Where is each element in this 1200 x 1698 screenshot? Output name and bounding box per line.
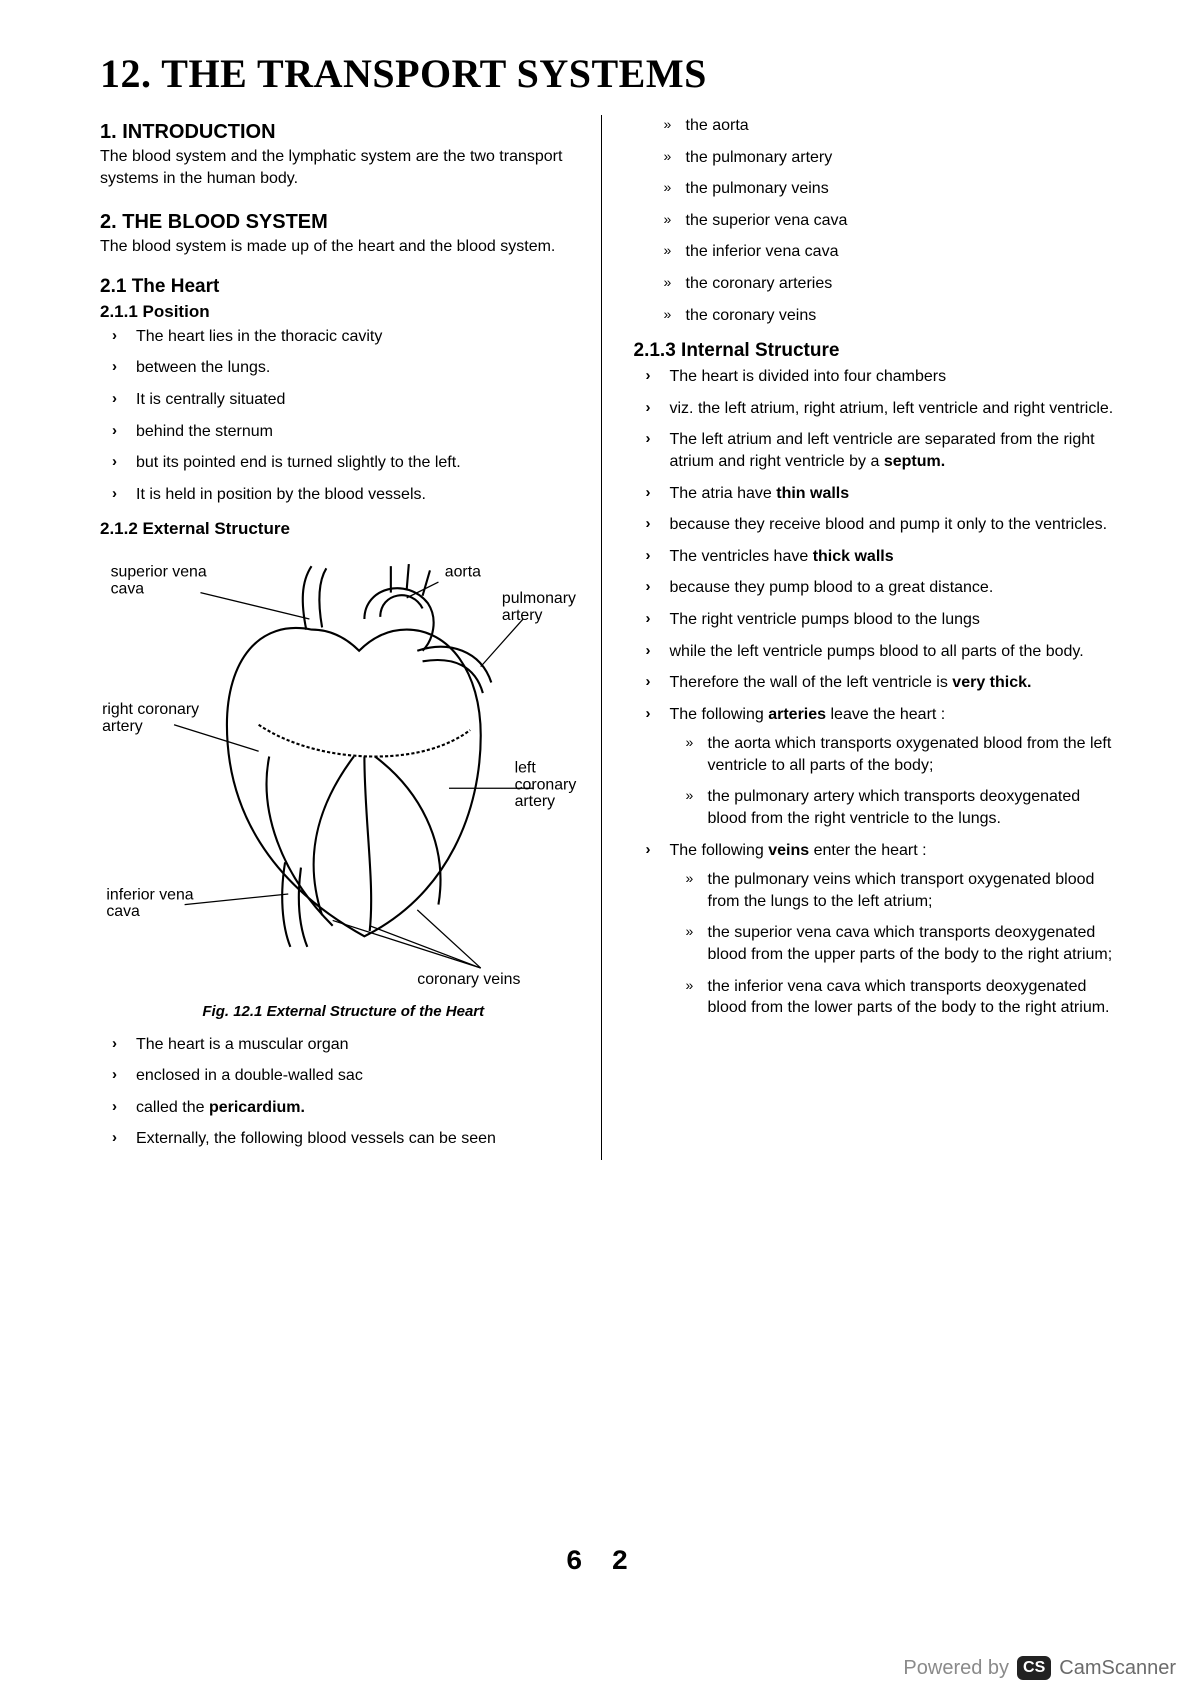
position-list: The heart lies in the thoracic cavity bet… [100, 326, 587, 506]
list-item: the coronary veins [674, 305, 1121, 327]
heading-external-structure: 2.1.2 External Structure [100, 519, 587, 539]
list-item: The following arteries leave the heart :… [656, 704, 1121, 830]
camscanner-watermark: Powered by CS CamScanner [903, 1656, 1176, 1680]
label-pa: pulmonaryartery [502, 591, 576, 625]
watermark-badge: CS [1017, 1656, 1051, 1680]
list-item: the superior vena cava [674, 210, 1121, 232]
heading-position: 2.1.1 Position [100, 302, 587, 322]
heart-svg: superior venacava aorta pulmonaryartery … [100, 545, 587, 989]
heading-blood-system: 2. THE BLOOD SYSTEM [100, 211, 587, 234]
list-item: The right ventricle pumps blood to the l… [656, 609, 1121, 631]
sub-list-item: the pulmonary veins which transport oxyg… [696, 869, 1121, 912]
label-svc: superior venacava [111, 564, 207, 598]
sub-list: the pulmonary veins which transport oxyg… [670, 869, 1121, 1019]
sub-list-item: the superior vena cava which transports … [696, 922, 1121, 965]
list-item: The atria have thin walls [656, 483, 1121, 505]
list-item: between the lungs. [122, 357, 587, 379]
vessels-list: the aorta the pulmonary artery the pulmona… [634, 115, 1121, 326]
list-item: The heart is divided into four chambers [656, 366, 1121, 388]
label-cv: coronary veins [417, 971, 520, 988]
intro-paragraph: The blood system and the lymphatic syste… [100, 146, 587, 189]
list-item: The heart is a muscular organ [122, 1034, 587, 1056]
label-rca: right coronaryartery [102, 702, 199, 736]
heading-heart: 2.1 The Heart [100, 276, 587, 298]
sub-list-item: the inferior vena cava which transports … [696, 976, 1121, 1019]
list-item: behind the sternum [122, 421, 587, 443]
heading-internal-structure: 2.1.3 Internal Structure [634, 340, 1121, 362]
list-item: the pulmonary veins [674, 178, 1121, 200]
label-aorta: aorta [445, 564, 481, 581]
blood-paragraph: The blood system is made up of the heart… [100, 236, 587, 258]
column-left: 1. INTRODUCTION The blood system and the… [100, 115, 602, 1160]
list-item: Externally, the following blood vessels … [122, 1128, 587, 1150]
list-item: because they pump blood to a great dista… [656, 577, 1121, 599]
list-item: the coronary arteries [674, 273, 1121, 295]
internal-list: The heart is divided into four chambers v… [634, 366, 1121, 1019]
page-number: 6 2 [566, 1547, 634, 1578]
column-right: the aorta the pulmonary artery the pulmona… [630, 115, 1121, 1160]
sub-list-item: the pulmonary artery which transports de… [696, 786, 1121, 829]
label-ivc: inferior venacava [106, 887, 193, 921]
list-item: called the pericardium. [122, 1097, 587, 1119]
two-column-layout: 1. INTRODUCTION The blood system and the… [100, 115, 1120, 1160]
list-item: It is held in position by the blood vess… [122, 484, 587, 506]
list-item: The left atrium and left ventricle are s… [656, 429, 1121, 472]
page: 12. THE TRANSPORT SYSTEMS 1. INTRODUCTIO… [0, 0, 1200, 1698]
external-list: The heart is a muscular organ enclosed in… [100, 1034, 587, 1150]
list-item: but its pointed end is turned slightly t… [122, 452, 587, 474]
list-item: The heart lies in the thoracic cavity [122, 326, 587, 348]
list-item: the inferior vena cava [674, 241, 1121, 263]
list-item: It is centrally situated [122, 389, 587, 411]
sub-list: the aorta which transports oxygenated bl… [670, 733, 1121, 829]
list-item: the aorta [674, 115, 1121, 137]
list-item: the pulmonary artery [674, 147, 1121, 169]
list-item: viz. the left atrium, right atrium, left… [656, 398, 1121, 420]
list-item: while the left ventricle pumps blood to … [656, 641, 1121, 663]
watermark-powered: Powered by [903, 1657, 1009, 1680]
watermark-brand: CamScanner [1059, 1657, 1176, 1680]
sub-list-item: the aorta which transports oxygenated bl… [696, 733, 1121, 776]
heading-introduction: 1. INTRODUCTION [100, 121, 587, 144]
heart-diagram: superior venacava aorta pulmonaryartery … [100, 545, 587, 994]
chapter-title: 12. THE TRANSPORT SYSTEMS [100, 50, 1120, 97]
list-item: enclosed in a double-walled sac [122, 1065, 587, 1087]
list-item: Therefore the wall of the left ventricle… [656, 672, 1121, 694]
label-lca: leftcoronaryartery [515, 760, 577, 811]
list-item: because they receive blood and pump it o… [656, 514, 1121, 536]
list-item: The ventricles have thick walls [656, 546, 1121, 568]
figure-caption: Fig. 12.1 External Structure of the Hear… [100, 1003, 587, 1020]
list-item: The following veins enter the heart :the… [656, 840, 1121, 1019]
